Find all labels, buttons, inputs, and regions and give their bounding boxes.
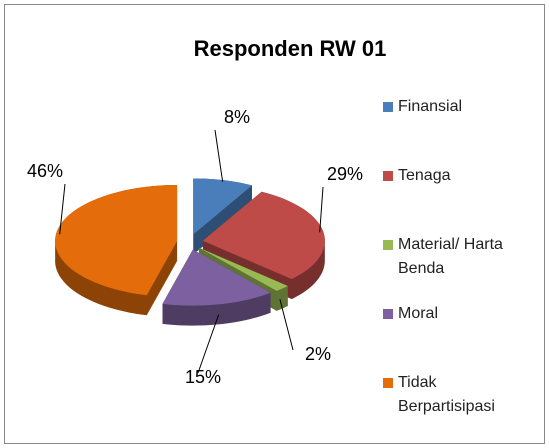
data-label: 15% — [185, 367, 221, 387]
leader-line — [197, 314, 220, 374]
slice-top — [198, 247, 288, 291]
legend-entry: Moral — [383, 302, 533, 326]
data-label: 8% — [224, 107, 250, 127]
legend-swatch — [383, 309, 393, 319]
leader-line — [59, 183, 66, 235]
data-label: 29% — [327, 164, 363, 184]
slice-top — [55, 185, 178, 296]
legend-label: Material/ Harta Benda — [398, 236, 503, 277]
slice-top — [193, 178, 253, 235]
legend-entry: Tidak Berpartisipasi — [383, 371, 533, 419]
chart-title: Responden RW 01 — [194, 36, 387, 61]
leader-line — [214, 129, 224, 182]
legend-label: Finansial — [398, 98, 463, 115]
legend-entry: Finansial — [383, 95, 533, 119]
legend-label: Tidak Berpartisipasi — [398, 374, 495, 415]
slice-top — [202, 191, 325, 280]
legend-swatch — [383, 102, 393, 112]
slice-top — [162, 249, 271, 306]
data-label: 2% — [305, 344, 331, 364]
leader-line — [279, 299, 294, 351]
legend-entry: Tenaga — [383, 164, 533, 188]
legend-entry: Material/ Harta Benda — [383, 233, 533, 281]
legend-label: Tenaga — [398, 167, 451, 184]
legend-swatch — [383, 378, 393, 388]
pie-slice — [55, 185, 178, 316]
pie-slice — [193, 178, 253, 255]
pie-slice — [162, 249, 271, 326]
legend-label: Moral — [398, 305, 439, 322]
legend-swatch — [383, 240, 393, 250]
data-label: 46% — [27, 161, 63, 181]
legend-swatch — [383, 171, 393, 181]
leader-line — [319, 186, 324, 233]
